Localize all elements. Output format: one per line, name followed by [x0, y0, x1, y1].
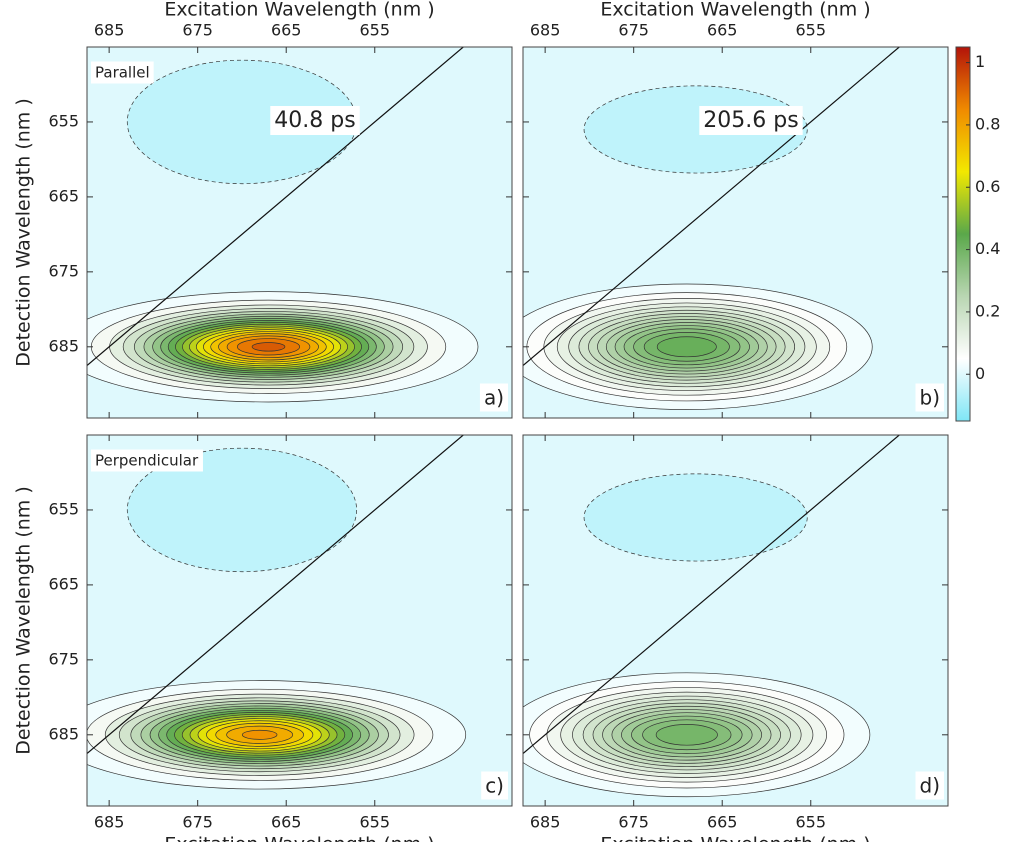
panel-label: d)	[920, 774, 941, 798]
x-tick-label: 675	[182, 813, 213, 832]
x-tick-label: 685	[530, 813, 561, 832]
y-tick-label: 655	[48, 111, 79, 130]
colorbar-tick-label: 0.6	[975, 177, 1000, 196]
x-tick-label: 685	[530, 21, 561, 40]
colorbar	[956, 47, 970, 421]
panel-label: b)	[920, 386, 941, 410]
x-tick-label: 655	[795, 21, 826, 40]
panel-label: c)	[485, 774, 504, 798]
y-tick-label: 665	[48, 186, 79, 205]
x-tick-label: 685	[94, 21, 125, 40]
y-tick-label: 655	[48, 499, 79, 518]
delay-label: 205.6 ps	[703, 108, 798, 133]
contour-line	[584, 474, 807, 561]
polarization-label: Parallel	[95, 64, 150, 82]
x-tick-label: 665	[271, 21, 302, 40]
colorbar-tick-label: 0.8	[975, 114, 1000, 133]
contour-line	[242, 730, 277, 739]
x-tick-label: 675	[618, 21, 649, 40]
y-tick-label: 685	[48, 336, 79, 355]
plot-area	[501, 6, 948, 418]
x-tick-label: 675	[182, 21, 213, 40]
x-axis-label: Excitation Wavelength (nm )	[164, 834, 434, 843]
x-axis-label: Excitation Wavelength (nm )	[600, 0, 870, 21]
contour-line	[252, 342, 285, 351]
x-tick-label: 655	[795, 813, 826, 832]
y-tick-label: 675	[48, 649, 79, 668]
panel-label: a)	[484, 386, 504, 410]
x-axis-label: Excitation Wavelength (nm )	[600, 834, 870, 843]
polarization-label: Perpendicular	[95, 452, 199, 470]
plot-area	[504, 394, 948, 806]
x-tick-label: 675	[618, 813, 649, 832]
y-axis-label: Detection Wavelength (nm )	[13, 98, 35, 367]
x-axis-label: Excitation Wavelength (nm )	[164, 0, 434, 21]
delay-label: 40.8 ps	[274, 108, 355, 133]
y-tick-label: 685	[48, 724, 79, 743]
colorbar-tick-label: 0.2	[975, 301, 1000, 320]
y-tick-label: 665	[48, 574, 79, 593]
x-tick-label: 665	[707, 21, 738, 40]
y-tick-label: 675	[48, 261, 79, 280]
x-tick-label: 655	[359, 813, 390, 832]
contour-line	[656, 724, 717, 745]
contour-line	[657, 337, 716, 357]
x-tick-label: 665	[707, 813, 738, 832]
x-tick-label: 685	[94, 813, 125, 832]
colorbar-tick-label: 0.4	[975, 239, 1000, 258]
x-tick-label: 665	[271, 813, 302, 832]
colorbar-tick-label: 0	[975, 364, 985, 383]
x-tick-label: 655	[359, 21, 390, 40]
y-axis-label: Detection Wavelength (nm )	[13, 486, 35, 755]
colorbar-tick-label: 1	[975, 52, 985, 71]
figure: 685675665655Excitation Wavelength (nm )6…	[0, 0, 1011, 842]
